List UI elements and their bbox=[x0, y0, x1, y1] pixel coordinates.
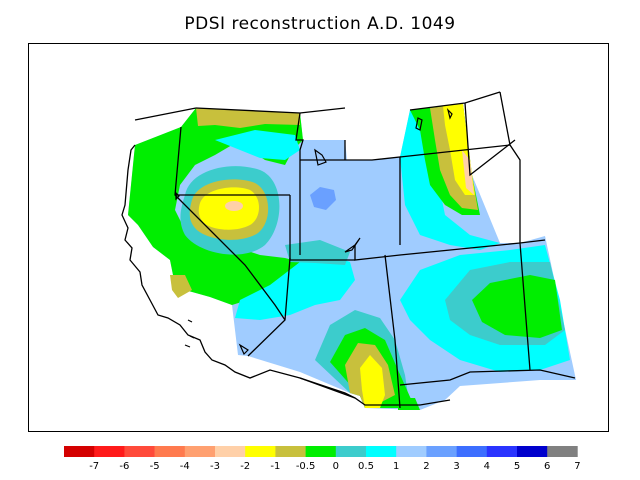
border-canada bbox=[134, 107, 346, 121]
legend-swatch bbox=[486, 446, 518, 457]
pdsi-region-green-south-tip bbox=[398, 398, 420, 410]
border-az-ut bbox=[247, 257, 291, 357]
legend-tick-label: 0.5 bbox=[358, 461, 374, 472]
pdsi-region-blue-wy bbox=[310, 187, 336, 210]
pdsi-region-green-west bbox=[128, 108, 303, 305]
legend-tick-labels: -7 -6 -5 -4 -3 -2 -1 -0.5 0 0.5 1 2 3 4 5 6 7 bbox=[89, 461, 580, 472]
legend-swatch bbox=[245, 446, 276, 457]
border-az-nm bbox=[384, 254, 401, 409]
legend-tick-label: 7 bbox=[574, 461, 580, 472]
legend-swatch bbox=[275, 446, 306, 457]
pdsi-region-cyan-mid bbox=[235, 255, 355, 320]
legend-tick-label: -2 bbox=[240, 461, 250, 472]
pdsi-region-teal-east bbox=[285, 240, 350, 265]
legend-swatch bbox=[64, 446, 95, 457]
border-dakota bbox=[409, 91, 516, 177]
legend-tick-label: -7 bbox=[89, 461, 99, 472]
legend-tick-label: 3 bbox=[453, 461, 459, 472]
pdsi-region-cyan-north bbox=[215, 130, 300, 160]
legend-swatch bbox=[184, 446, 216, 457]
legend-swatches bbox=[64, 446, 578, 457]
legend-tick-label: -1 bbox=[270, 461, 280, 472]
border-us-mx bbox=[299, 377, 451, 406]
legend-swatch bbox=[366, 446, 397, 457]
pdsi-region-olive-north bbox=[196, 108, 300, 128]
legend-tick-label: -4 bbox=[180, 461, 190, 472]
lake-tahoe bbox=[175, 191, 180, 201]
border-wy bbox=[300, 140, 401, 245]
border-ne bbox=[399, 144, 521, 243]
legend-tick-label: 2 bbox=[423, 461, 429, 472]
state-borders bbox=[121, 91, 576, 409]
coastline bbox=[121, 144, 356, 399]
great-salt-lake bbox=[344, 237, 361, 253]
legend-swatch bbox=[124, 446, 155, 457]
legend-tick-label: 1 bbox=[393, 461, 399, 472]
lake-north-dakota bbox=[415, 117, 423, 131]
pdsi-region-yellow-south bbox=[360, 355, 385, 408]
legend-swatch bbox=[154, 446, 186, 457]
border-ca-nv bbox=[174, 126, 286, 321]
color-legend: -7 -6 -5 -4 -3 -2 -1 -0.5 0 0.5 1 2 3 4 5 6 7 bbox=[64, 446, 581, 472]
legend-swatch bbox=[335, 446, 367, 457]
border-ks-ok bbox=[519, 239, 546, 371]
legend-swatch bbox=[547, 446, 578, 457]
legend-swatch bbox=[305, 446, 337, 457]
border-nm-tx bbox=[399, 369, 576, 386]
lakes bbox=[175, 108, 453, 356]
pdsi-region-green-southeast bbox=[472, 275, 562, 338]
salton-sea bbox=[238, 343, 249, 356]
pdsi-map bbox=[121, 91, 576, 410]
legend-swatch bbox=[426, 446, 457, 457]
yellowstone-lake bbox=[314, 148, 327, 166]
legend-tick-label: 4 bbox=[484, 461, 490, 472]
legend-tick-label: -3 bbox=[210, 461, 220, 472]
legend-swatch bbox=[94, 446, 125, 457]
legend-tick-label: 0 bbox=[333, 461, 339, 472]
legend-tick-label: -6 bbox=[119, 461, 129, 472]
legend-tick-label: -5 bbox=[150, 461, 160, 472]
pdsi-region-peach-nevada bbox=[225, 201, 243, 211]
pdsi-region-olive-sw bbox=[170, 275, 192, 298]
pdsi-field bbox=[128, 104, 576, 410]
legend-swatch bbox=[456, 446, 488, 457]
pdsi-region-peach-northeast bbox=[462, 150, 474, 195]
legend-swatch bbox=[517, 446, 548, 457]
lake-sd bbox=[446, 108, 453, 120]
border-ut-co bbox=[354, 242, 521, 261]
legend-tick-label: 5 bbox=[514, 461, 520, 472]
legend-tick-label: -0.5 bbox=[296, 461, 316, 472]
legend-swatch bbox=[396, 446, 427, 457]
border-id bbox=[195, 107, 304, 255]
map-title: PDSI reconstruction A.D. 1049 bbox=[184, 14, 456, 34]
lake-channel bbox=[184, 319, 195, 348]
legend-tick-label: 6 bbox=[544, 461, 550, 472]
legend-swatch bbox=[215, 446, 246, 457]
